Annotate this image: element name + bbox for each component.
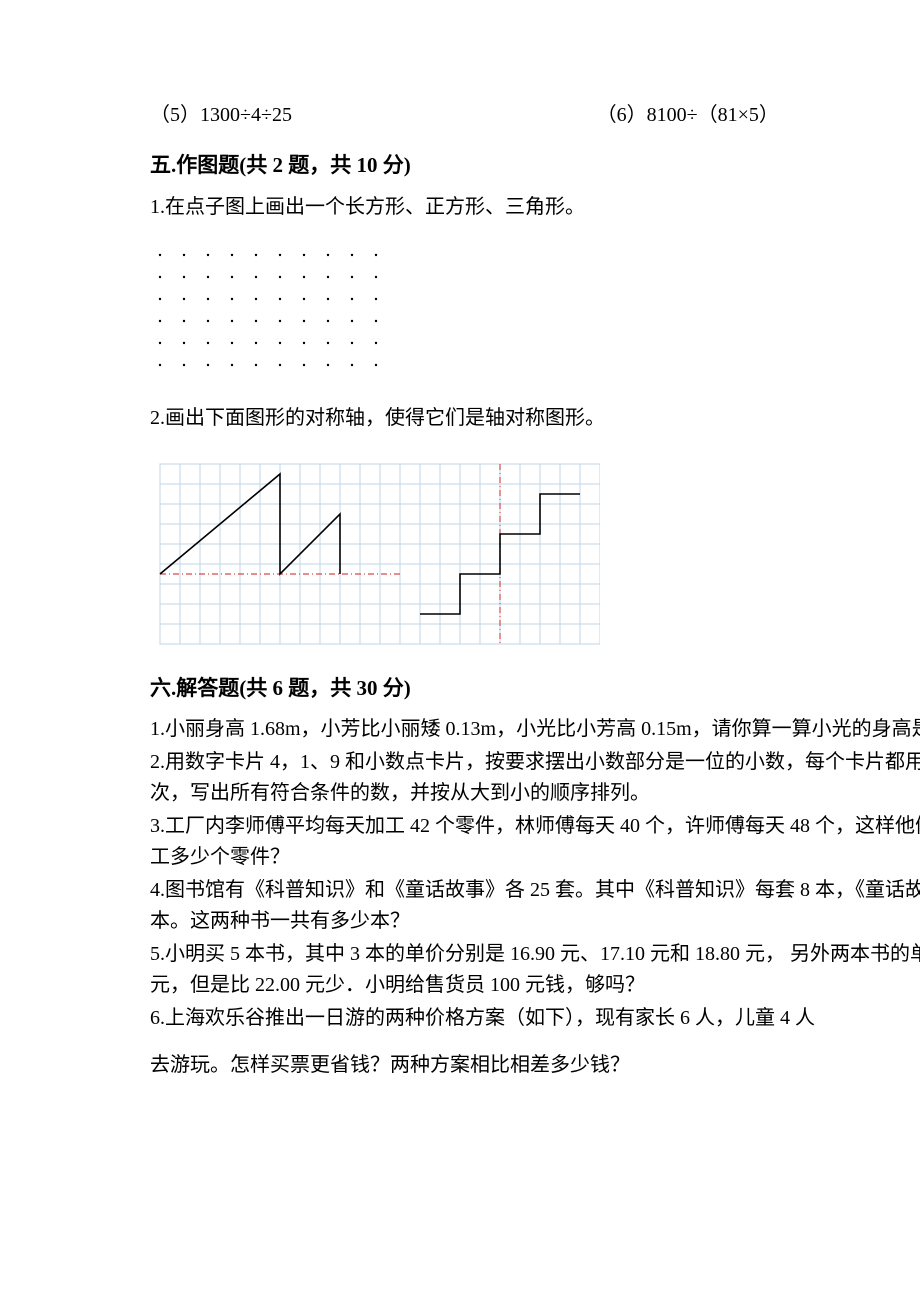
s6-q6a: 6.上海欢乐谷推出一日游的两种价格方案（如下），现有家长 6 人，儿童 4 人: [150, 1003, 920, 1034]
section-5-heading: 五.作图题(共 2 题，共 10 分): [150, 149, 920, 182]
s6-q1: 1.小丽身高 1.68m，小芳比小丽矮 0.13m，小光比小芳高 0.15m，请…: [150, 714, 920, 745]
s6-q3: 3.工厂内李师傅平均每天加工 42 个零件，林师傅每天 40 个，许师傅每天 4…: [150, 811, 920, 873]
dot-grid-svg: [150, 243, 410, 383]
s6-q2: 2.用数字卡片 4，1、9 和小数点卡片，按要求摆出小数部分是一位的小数，每个卡…: [150, 747, 920, 809]
s5-q2: 2.画出下面图形的对称轴，使得它们是轴对称图形。: [150, 403, 920, 434]
symmetry-figure: [150, 454, 920, 654]
section-6-heading: 六.解答题(共 6 题，共 30 分): [150, 672, 920, 705]
s6-q5: 5.小明买 5 本书，其中 3 本的单价分别是 16.90 元、17.10 元和…: [150, 939, 920, 1001]
s5-q1: 1.在点子图上画出一个长方形、正方形、三角形。: [150, 192, 920, 223]
dot-grid-figure: [150, 243, 920, 383]
s6-q6b: 去游玩。怎样买票更省钱？两种方案相比相差多少钱？: [150, 1050, 920, 1081]
symmetry-svg: [150, 454, 600, 654]
expr-5: （5）1300÷4÷25: [150, 100, 592, 131]
expr-6: （6）8100÷（81×5）: [597, 100, 779, 131]
s6-q4: 4.图书馆有《科普知识》和《童话故事》各 25 套。其中《科普知识》每套 8 本…: [150, 875, 920, 937]
expression-row: （5）1300÷4÷25 （6）8100÷（81×5）: [150, 100, 920, 131]
